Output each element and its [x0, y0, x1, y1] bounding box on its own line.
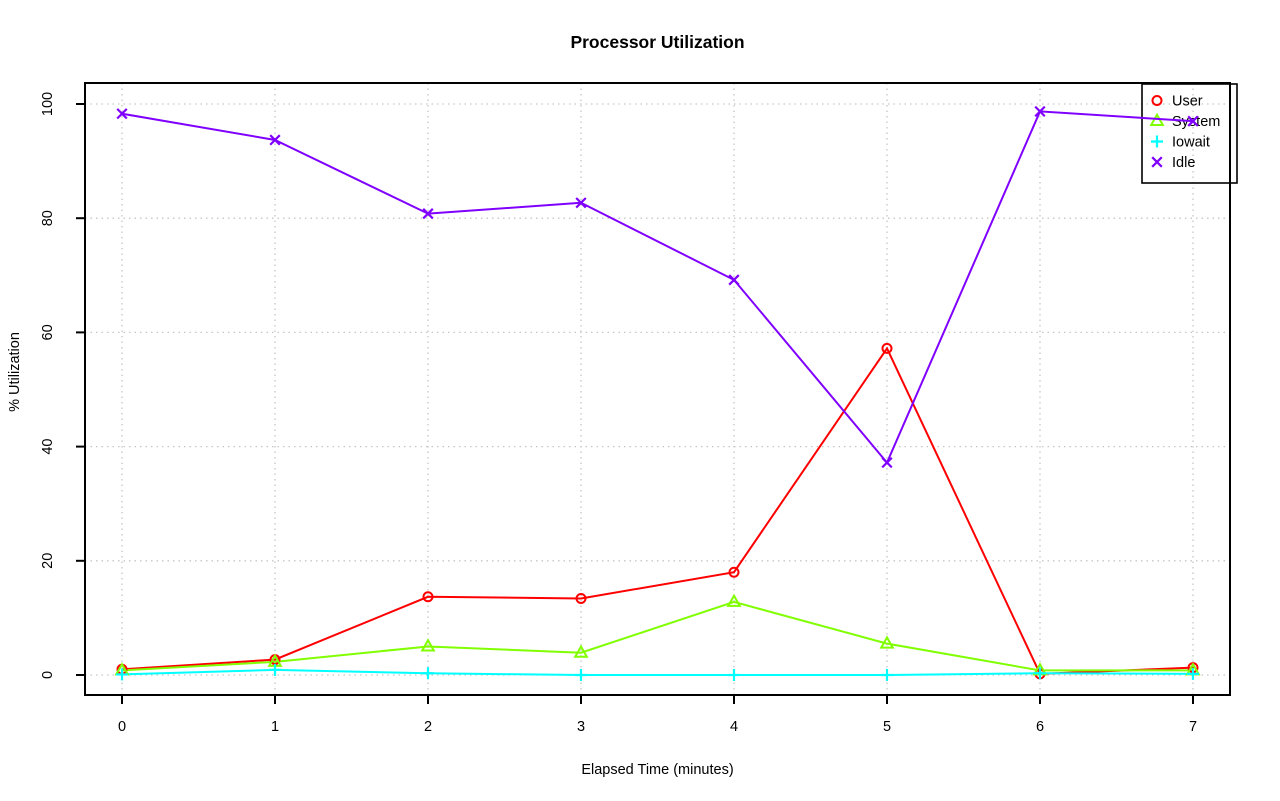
legend-label: User	[1172, 94, 1203, 110]
legend-label: Idle	[1172, 155, 1195, 171]
x-tick-label: 4	[730, 719, 738, 735]
y-tick-label: 60	[40, 324, 56, 340]
marker-idle	[881, 457, 893, 469]
marker-idle	[116, 108, 128, 120]
marker-iowait	[1187, 667, 1199, 680]
plot-border	[84, 82, 1231, 696]
y-tick-label: 100	[40, 92, 56, 116]
legend-box	[1141, 83, 1238, 184]
marker-idle	[422, 208, 434, 220]
marker-iowait	[422, 667, 434, 680]
marker-iowait	[881, 669, 893, 681]
x-tick-label: 5	[883, 719, 891, 735]
x-tick-label: 3	[577, 719, 585, 735]
y-tick-label: 0	[40, 671, 56, 679]
legend-iowait-marker-icon	[1151, 135, 1163, 148]
marker-idle	[575, 197, 587, 209]
y-tick-label: 40	[40, 439, 56, 455]
marker-iowait	[728, 669, 740, 681]
x-tick-label: 1	[271, 719, 279, 735]
series-line-system	[121, 600, 1194, 672]
y-tick-label: 20	[40, 553, 56, 569]
x-tick-label: 6	[1036, 719, 1044, 735]
y-tick-label: 80	[40, 210, 56, 226]
series-line-idle	[121, 110, 1194, 465]
marker-idle	[269, 134, 281, 146]
marker-system	[420, 638, 436, 652]
y-axis-label: % Utilization	[7, 332, 23, 412]
marker-idle	[728, 274, 740, 286]
x-axis-label: Elapsed Time (minutes)	[581, 762, 734, 778]
marker-system	[573, 644, 589, 658]
marker-user	[422, 591, 434, 603]
series-line-iowait	[121, 668, 1194, 676]
marker-iowait	[116, 668, 128, 681]
legend-label: System	[1172, 114, 1220, 130]
marker-iowait	[575, 669, 587, 681]
x-tick-label: 2	[424, 719, 432, 735]
marker-iowait	[269, 663, 281, 676]
legend-user-marker-icon	[1151, 95, 1163, 106]
series-line-user	[121, 346, 1194, 675]
marker-user	[575, 592, 587, 604]
chart-title: Processor Utilization	[570, 32, 745, 52]
marker-idle	[1034, 105, 1046, 118]
legend-label: Iowait	[1172, 135, 1210, 151]
x-tick-label: 0	[118, 719, 126, 735]
marker-iowait	[1034, 667, 1046, 680]
marker-user	[728, 566, 740, 578]
x-tick-label: 7	[1189, 719, 1197, 735]
marker-idle	[1187, 115, 1199, 127]
marker-system	[879, 635, 895, 649]
marker-system	[726, 593, 742, 607]
marker-user	[881, 342, 893, 354]
legend-idle-marker-icon	[1151, 156, 1163, 168]
